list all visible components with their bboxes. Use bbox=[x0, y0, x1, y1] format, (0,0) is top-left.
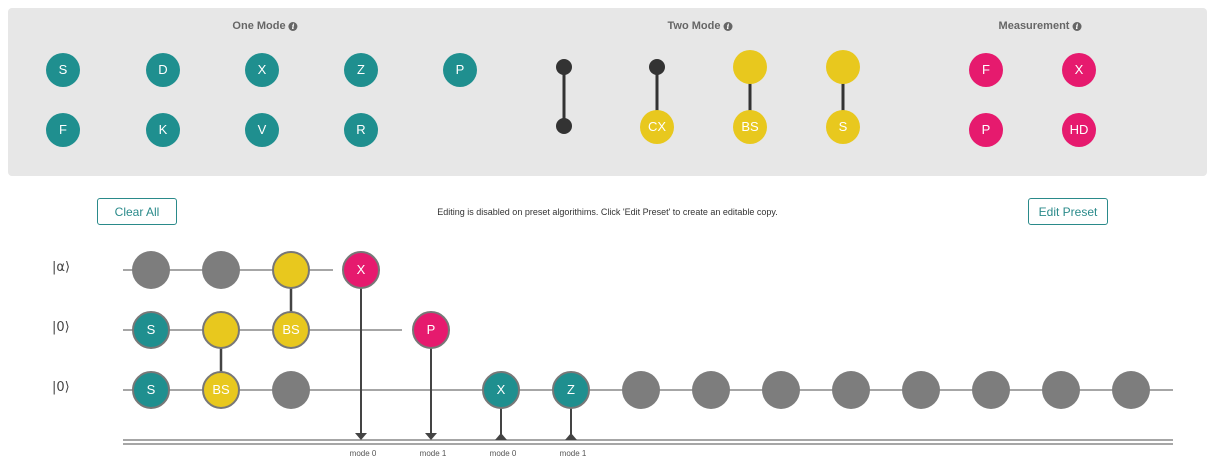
palette-gate-r[interactable]: R bbox=[344, 113, 378, 147]
palette-measure-p[interactable]: P bbox=[969, 113, 1003, 147]
empty-slot[interactable] bbox=[692, 371, 730, 409]
mode-2-label: |0⟩ bbox=[52, 380, 70, 395]
empty-slot[interactable] bbox=[132, 251, 170, 289]
bs-gate[interactable]: BS bbox=[272, 311, 310, 349]
bs-gate[interactable]: BS bbox=[202, 371, 240, 409]
two-mode-title: Two Mode i bbox=[668, 20, 733, 32]
measurement-title: Measurement i bbox=[999, 20, 1082, 32]
empty-slot[interactable] bbox=[762, 371, 800, 409]
palette-measure-hd[interactable]: HD bbox=[1062, 113, 1096, 147]
displace-x-gate[interactable]: X bbox=[482, 371, 520, 409]
empty-slot[interactable] bbox=[272, 371, 310, 409]
palette-gate-bs[interactable]: BS bbox=[733, 110, 767, 144]
palette-gate-v[interactable]: V bbox=[245, 113, 279, 147]
arrow-up-icon bbox=[495, 433, 507, 440]
beamsplitter-top-icon bbox=[733, 50, 767, 84]
palette-gate-f[interactable]: F bbox=[46, 113, 80, 147]
mode-1-label: |0⟩ bbox=[52, 320, 70, 335]
palette-gate-s2[interactable]: S bbox=[826, 110, 860, 144]
empty-slot[interactable] bbox=[202, 251, 240, 289]
bs-gate-top[interactable] bbox=[202, 311, 240, 349]
arrow-down-icon bbox=[355, 433, 367, 440]
palette-gate-z[interactable]: Z bbox=[344, 53, 378, 87]
bs-gate-top[interactable] bbox=[272, 251, 310, 289]
palette-gate-cx[interactable]: CX bbox=[640, 110, 674, 144]
control-dot-icon bbox=[556, 59, 572, 75]
edit-preset-button[interactable]: Edit Preset bbox=[1028, 198, 1108, 225]
empty-slot[interactable] bbox=[972, 371, 1010, 409]
measure-p-gate[interactable]: P bbox=[412, 311, 450, 349]
palette-measure-x[interactable]: X bbox=[1062, 53, 1096, 87]
info-icon[interactable]: i bbox=[288, 22, 298, 31]
info-icon[interactable]: i bbox=[723, 22, 733, 31]
preset-notice: Editing is disabled on preset algorithim… bbox=[437, 207, 778, 217]
classical-label: mode 1 bbox=[419, 449, 447, 458]
palette-measure-f[interactable]: F bbox=[969, 53, 1003, 87]
arrow-down-icon bbox=[425, 433, 437, 440]
palette-gate-k[interactable]: K bbox=[146, 113, 180, 147]
clear-all-button[interactable]: Clear All bbox=[97, 198, 177, 225]
gate-palette bbox=[8, 8, 1207, 176]
empty-slot[interactable] bbox=[622, 371, 660, 409]
palette-gate-x[interactable]: X bbox=[245, 53, 279, 87]
squeezer-top-icon bbox=[826, 50, 860, 84]
displace-z-gate[interactable]: Z bbox=[552, 371, 590, 409]
squeeze-gate[interactable]: S bbox=[132, 371, 170, 409]
empty-slot[interactable] bbox=[832, 371, 870, 409]
classical-label: mode 0 bbox=[489, 449, 517, 458]
one-mode-title: One Mode i bbox=[232, 20, 298, 32]
control-dot-icon bbox=[649, 59, 665, 75]
info-icon[interactable]: i bbox=[1072, 22, 1082, 31]
palette-gate-d[interactable]: D bbox=[146, 53, 180, 87]
measure-x-gate[interactable]: X bbox=[342, 251, 380, 289]
control-dot-icon bbox=[556, 118, 572, 134]
arrow-up-icon bbox=[565, 433, 577, 440]
palette-gate-s[interactable]: S bbox=[46, 53, 80, 87]
classical-label: mode 1 bbox=[559, 449, 587, 458]
squeeze-gate[interactable]: S bbox=[132, 311, 170, 349]
palette-gate-p[interactable]: P bbox=[443, 53, 477, 87]
empty-slot[interactable] bbox=[1112, 371, 1150, 409]
classical-label: mode 0 bbox=[349, 449, 377, 458]
mode-0-label: |α⟩ bbox=[52, 260, 71, 275]
empty-slot[interactable] bbox=[1042, 371, 1080, 409]
empty-slot[interactable] bbox=[902, 371, 940, 409]
